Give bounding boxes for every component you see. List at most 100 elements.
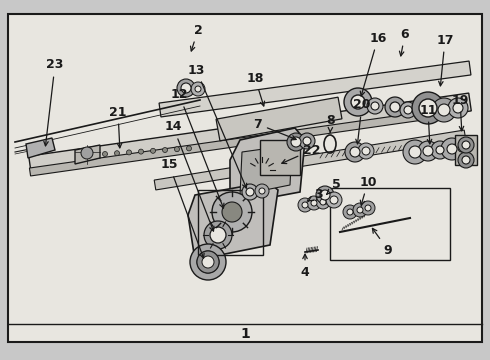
Circle shape — [371, 102, 379, 110]
Circle shape — [400, 102, 416, 118]
Circle shape — [385, 97, 405, 117]
Text: 2: 2 — [191, 23, 202, 51]
Circle shape — [330, 196, 338, 204]
Circle shape — [412, 92, 444, 124]
Circle shape — [362, 147, 370, 155]
Circle shape — [202, 256, 214, 268]
Circle shape — [187, 146, 192, 151]
Circle shape — [448, 98, 468, 118]
Circle shape — [320, 199, 326, 205]
Circle shape — [353, 203, 367, 217]
Circle shape — [454, 140, 470, 156]
Circle shape — [326, 192, 342, 208]
Circle shape — [344, 88, 372, 116]
Circle shape — [462, 141, 470, 149]
Bar — [260, 140, 300, 175]
Text: 14: 14 — [165, 121, 214, 231]
Text: 9: 9 — [372, 228, 392, 256]
Circle shape — [307, 196, 321, 210]
Circle shape — [438, 104, 450, 116]
Circle shape — [423, 146, 433, 156]
Text: 6: 6 — [399, 27, 409, 56]
Polygon shape — [230, 128, 305, 205]
Circle shape — [431, 141, 449, 159]
Circle shape — [462, 156, 470, 164]
Text: 17: 17 — [436, 33, 454, 86]
Circle shape — [432, 98, 456, 122]
Text: 13: 13 — [188, 63, 246, 188]
Circle shape — [453, 103, 463, 113]
Polygon shape — [154, 130, 466, 190]
Text: 22: 22 — [282, 144, 321, 163]
Circle shape — [351, 95, 365, 109]
Bar — [455, 135, 477, 165]
Circle shape — [181, 83, 191, 93]
Circle shape — [115, 151, 120, 156]
Circle shape — [212, 192, 252, 232]
Circle shape — [447, 144, 457, 154]
Circle shape — [287, 133, 305, 151]
Circle shape — [320, 190, 330, 200]
Circle shape — [163, 148, 168, 153]
Text: 1: 1 — [240, 327, 250, 341]
Text: 19: 19 — [451, 94, 469, 131]
Circle shape — [458, 137, 474, 153]
Text: 5: 5 — [327, 179, 341, 194]
Text: 10: 10 — [359, 175, 377, 205]
Circle shape — [458, 152, 474, 168]
Text: 16: 16 — [360, 31, 387, 96]
Polygon shape — [240, 145, 292, 195]
Circle shape — [390, 102, 400, 112]
Bar — [330, 188, 450, 260]
Circle shape — [255, 184, 269, 198]
Polygon shape — [75, 145, 100, 164]
Circle shape — [343, 205, 357, 219]
Circle shape — [150, 148, 155, 153]
Text: 4: 4 — [301, 254, 309, 279]
Text: 7: 7 — [253, 117, 296, 140]
Circle shape — [311, 200, 317, 206]
Circle shape — [210, 227, 226, 243]
Circle shape — [361, 201, 375, 215]
Circle shape — [302, 202, 308, 208]
Polygon shape — [29, 93, 471, 174]
Circle shape — [102, 152, 107, 157]
Circle shape — [190, 244, 226, 280]
Text: 18: 18 — [246, 72, 265, 106]
Polygon shape — [29, 111, 431, 176]
Polygon shape — [26, 138, 55, 158]
Polygon shape — [216, 97, 342, 141]
Circle shape — [436, 146, 444, 154]
Circle shape — [367, 98, 383, 114]
Text: 20: 20 — [353, 99, 371, 144]
Circle shape — [126, 150, 131, 155]
Circle shape — [139, 149, 144, 154]
Circle shape — [404, 106, 412, 114]
Text: 12: 12 — [171, 89, 224, 208]
Circle shape — [177, 79, 195, 97]
Text: 23: 23 — [44, 58, 64, 146]
Circle shape — [174, 147, 179, 152]
Circle shape — [242, 184, 258, 200]
Polygon shape — [159, 61, 471, 117]
Circle shape — [195, 86, 201, 92]
Circle shape — [316, 195, 330, 209]
Circle shape — [458, 144, 466, 152]
Circle shape — [345, 142, 365, 162]
Circle shape — [409, 146, 421, 158]
Circle shape — [419, 99, 437, 117]
Text: 15: 15 — [161, 158, 204, 258]
Circle shape — [222, 202, 242, 222]
Circle shape — [197, 251, 219, 273]
Circle shape — [291, 137, 301, 147]
Polygon shape — [188, 182, 278, 260]
Circle shape — [303, 137, 311, 145]
Bar — [198, 190, 263, 255]
Text: 3: 3 — [308, 189, 322, 202]
Circle shape — [81, 147, 93, 159]
Circle shape — [316, 186, 334, 204]
Circle shape — [259, 188, 265, 194]
Circle shape — [204, 221, 232, 249]
Circle shape — [358, 143, 374, 159]
Circle shape — [350, 147, 360, 157]
